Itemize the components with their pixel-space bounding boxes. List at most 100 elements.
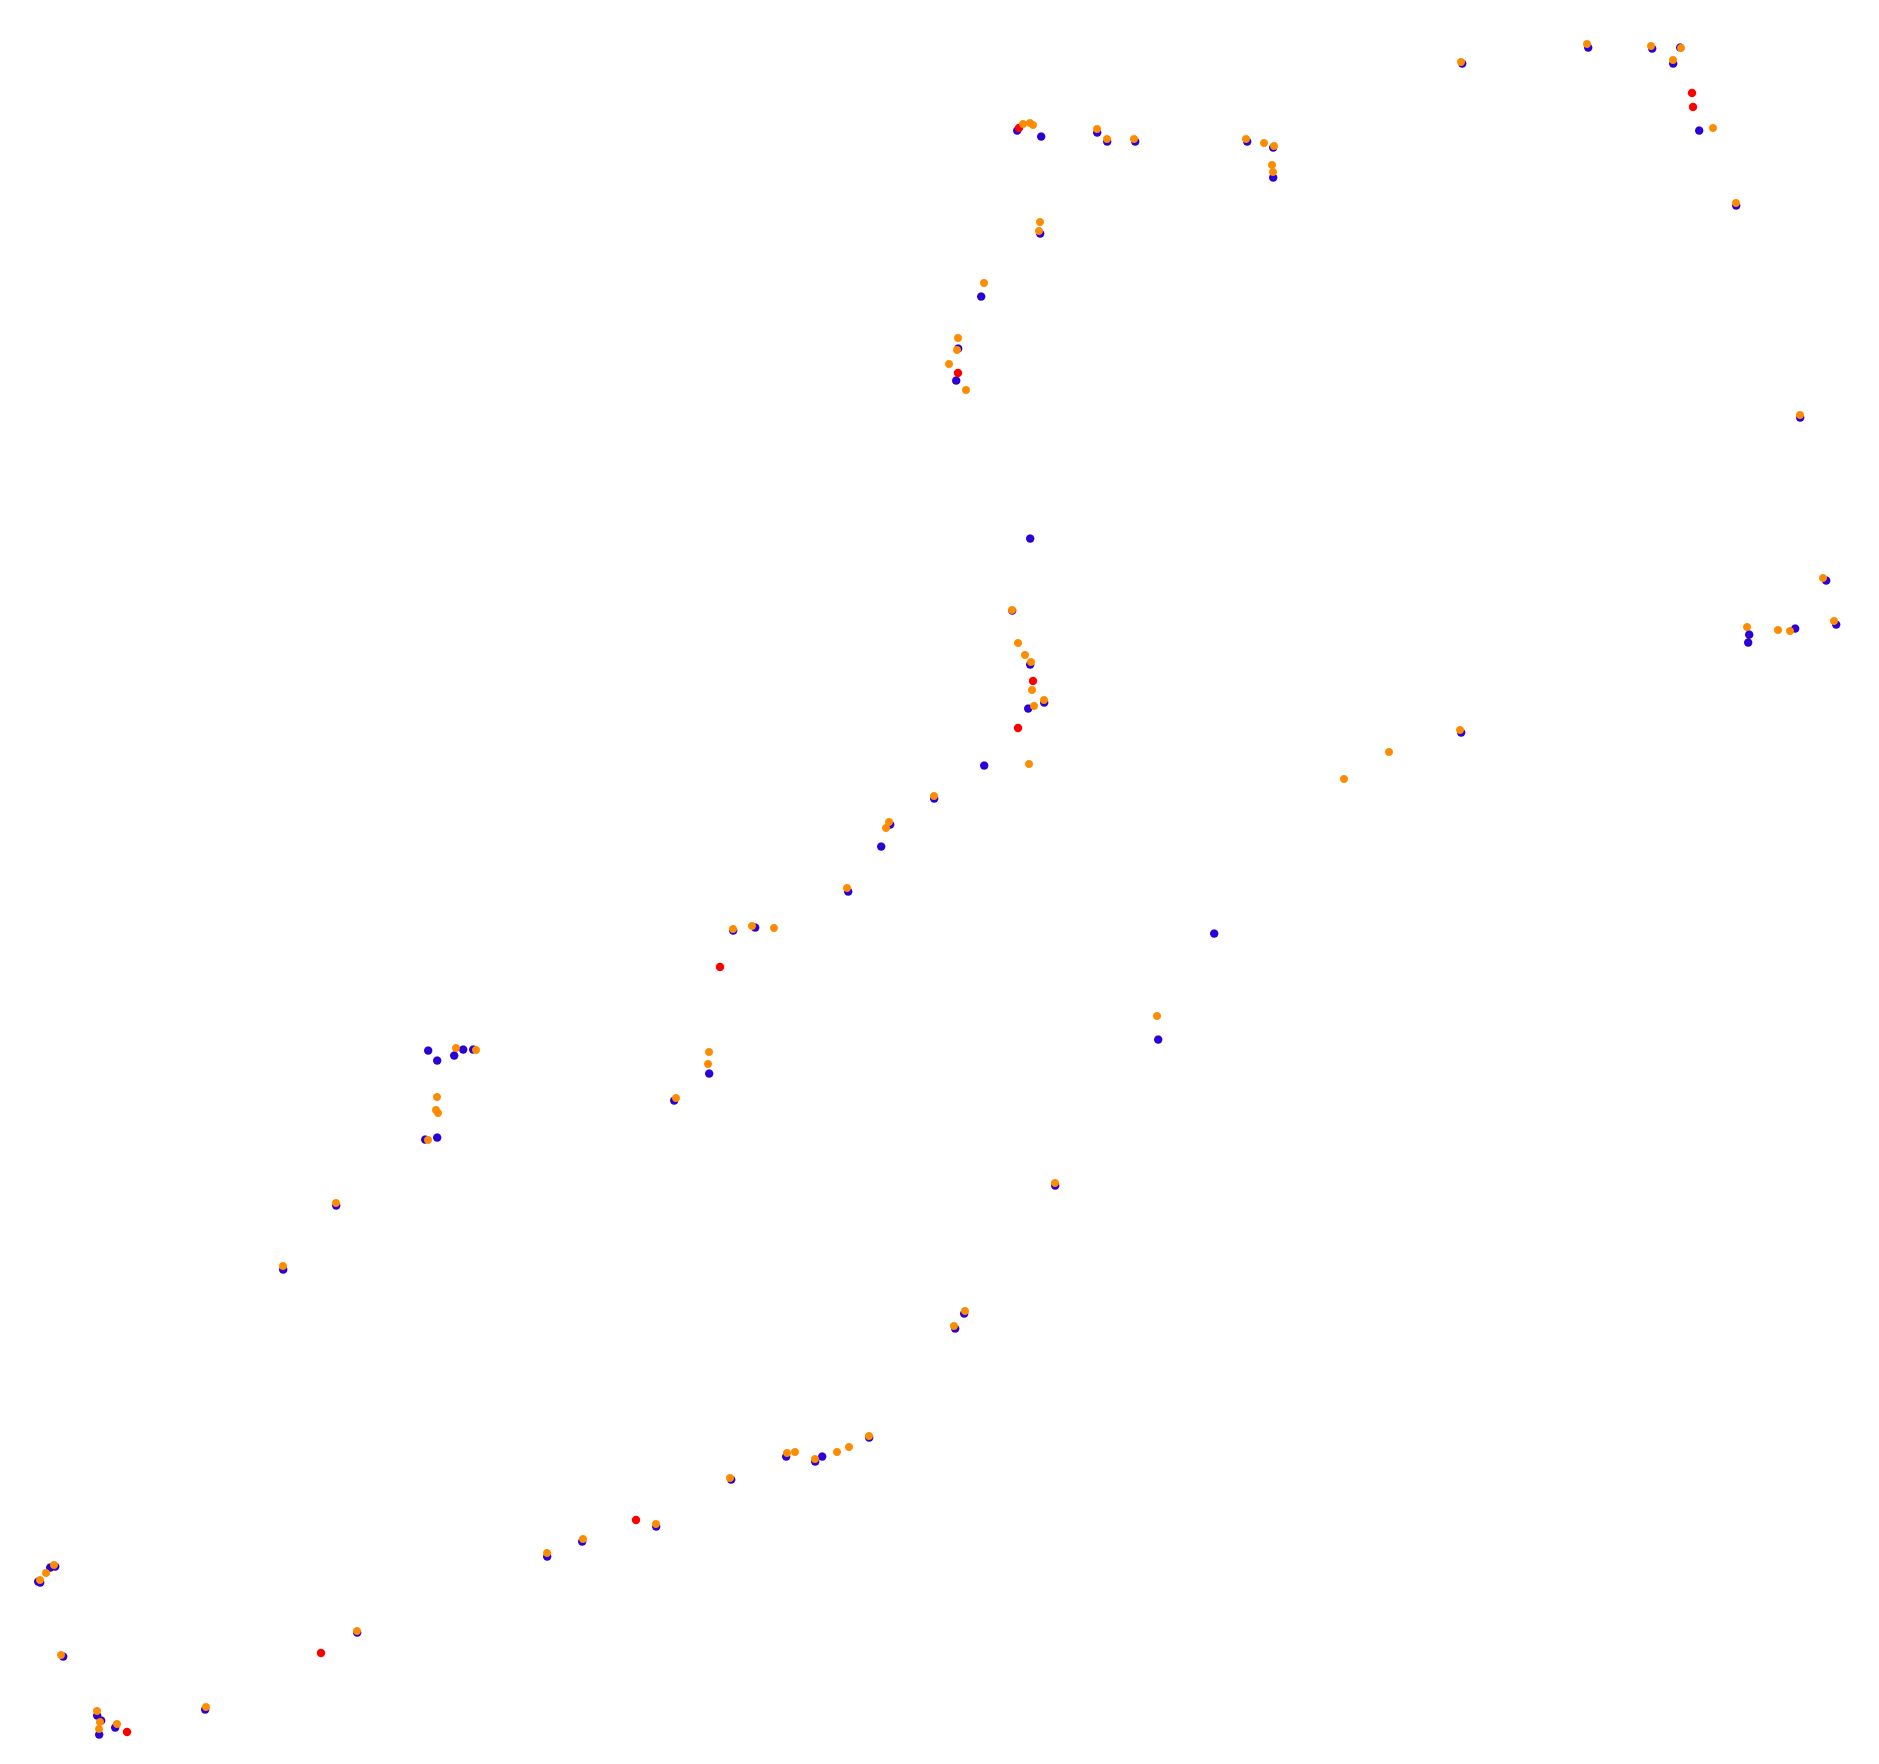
data-point [1210,929,1219,938]
data-point [1830,617,1838,625]
data-point [316,1648,326,1658]
data-point [726,1474,734,1482]
data-point [1025,760,1033,768]
data-point [1154,1035,1163,1044]
data-point [1008,606,1016,614]
data-point [1028,676,1038,686]
data-point [1669,56,1677,64]
data-point [433,1056,442,1065]
data-point [833,1448,841,1456]
data-point [96,1718,104,1726]
data-point [980,279,988,287]
data-point [1583,40,1591,48]
data-point [1709,124,1717,132]
data-point [885,818,893,826]
data-point [1819,574,1827,582]
data-point [845,1443,853,1451]
data-point [1021,651,1029,659]
data-point [1030,702,1038,710]
data-point [36,1576,44,1584]
data-point [434,1109,442,1117]
data-point [945,360,953,368]
data-point [122,1727,132,1737]
data-point [1040,696,1048,704]
data-point [748,922,756,930]
data-point [950,1322,958,1330]
data-point [865,1432,873,1440]
data-point [113,1720,121,1728]
data-point [1456,726,1464,734]
data-point [729,925,737,933]
data-point [882,824,890,832]
data-point [1013,723,1023,733]
data-point [1385,748,1393,756]
series-2 [36,40,1838,1733]
data-point [433,1093,441,1101]
data-point [1743,623,1751,631]
data-point [353,1627,361,1635]
data-point [452,1044,460,1052]
data-point [1687,88,1697,98]
data-point [543,1549,551,1557]
data-point [1260,139,1268,147]
data-point [705,1048,713,1056]
data-point [1457,58,1465,66]
data-point [433,1133,442,1142]
data-point [202,1703,210,1711]
data-point [1019,120,1027,128]
data-point [783,1449,791,1457]
data-point [1688,102,1698,112]
data-point [1745,630,1754,639]
data-point [1732,199,1740,207]
data-point [450,1051,459,1060]
data-point [424,1046,433,1055]
data-point [977,292,986,301]
data-point [424,1136,432,1144]
data-point [704,1060,712,1068]
data-point [1153,1012,1161,1020]
data-point [1786,627,1794,635]
data-point [953,346,961,354]
data-point [1027,658,1035,666]
data-point [811,1455,819,1463]
data-point [930,792,938,800]
data-point [472,1046,480,1054]
data-point [1035,227,1043,235]
data-point [279,1262,287,1270]
data-point [1744,638,1753,647]
data-point [1270,142,1278,150]
data-point [1051,1179,1059,1187]
data-point [1103,135,1111,143]
data-point [1796,411,1804,419]
data-point [705,1069,714,1078]
data-point [1093,125,1101,133]
data-point [818,1452,827,1461]
data-point [1029,121,1037,129]
data-point [459,1045,468,1054]
data-point [1014,639,1022,647]
data-point [631,1515,641,1525]
data-point [672,1094,680,1102]
data-point [42,1569,50,1577]
data-point [770,924,778,932]
data-point [57,1651,65,1659]
data-point [791,1448,799,1456]
data-point [952,376,961,385]
data-point [961,1307,969,1315]
data-point [1130,135,1138,143]
data-point [1037,132,1046,141]
data-point [1695,126,1704,135]
data-points [34,40,1841,1739]
data-point [877,842,886,851]
data-point [1036,218,1044,226]
data-point [715,962,725,972]
data-point [1242,135,1250,143]
data-point [50,1561,58,1569]
data-point [843,884,851,892]
data-point [962,386,970,394]
data-point [579,1535,587,1543]
data-point [1028,686,1036,694]
data-point [1677,44,1685,52]
